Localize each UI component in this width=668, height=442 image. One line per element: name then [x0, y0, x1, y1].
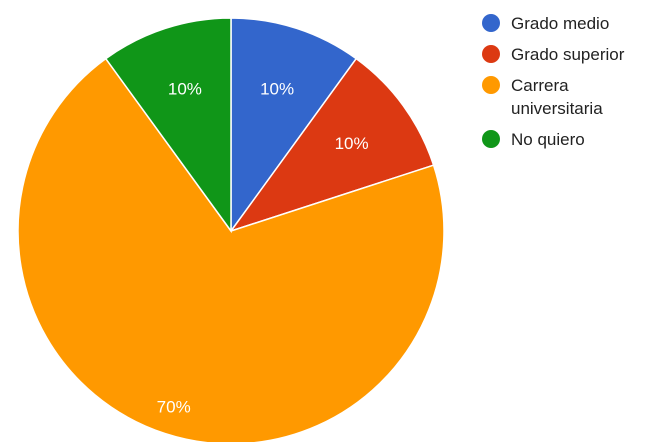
slice-percent-label: 10% [260, 80, 294, 99]
legend: Grado medio Grado superior Carrera unive… [482, 12, 668, 159]
legend-swatch [482, 130, 500, 148]
legend-swatch [482, 14, 500, 32]
legend-item-no-quiero[interactable]: No quiero [482, 128, 668, 151]
slice-percent-label: 10% [335, 134, 369, 153]
legend-item-grado-medio[interactable]: Grado medio [482, 12, 668, 35]
pie-slices [17, 17, 445, 442]
legend-label: Grado superior [511, 45, 625, 64]
legend-item-carrera-universitaria[interactable]: Carrera universitaria [482, 74, 668, 120]
legend-swatch [482, 45, 500, 63]
legend-label: No quiero [511, 130, 585, 149]
pie-slice-grado-medio[interactable] [230, 17, 358, 234]
pie-slice-no-quiero[interactable] [104, 17, 232, 234]
legend-label: Grado medio [511, 14, 610, 33]
legend-item-grado-superior[interactable]: Grado superior [482, 43, 668, 66]
slice-percent-label: 70% [157, 398, 191, 417]
slice-percent-label: 10% [168, 80, 202, 99]
pie-slice-carrera-universitaria[interactable] [17, 57, 445, 442]
pie-slice-grado-superior[interactable] [229, 57, 435, 233]
legend-swatch [482, 76, 500, 94]
legend-label: Carrera universitaria [511, 76, 603, 118]
pie-labels: 10% 10% 70% 10% [157, 80, 369, 417]
